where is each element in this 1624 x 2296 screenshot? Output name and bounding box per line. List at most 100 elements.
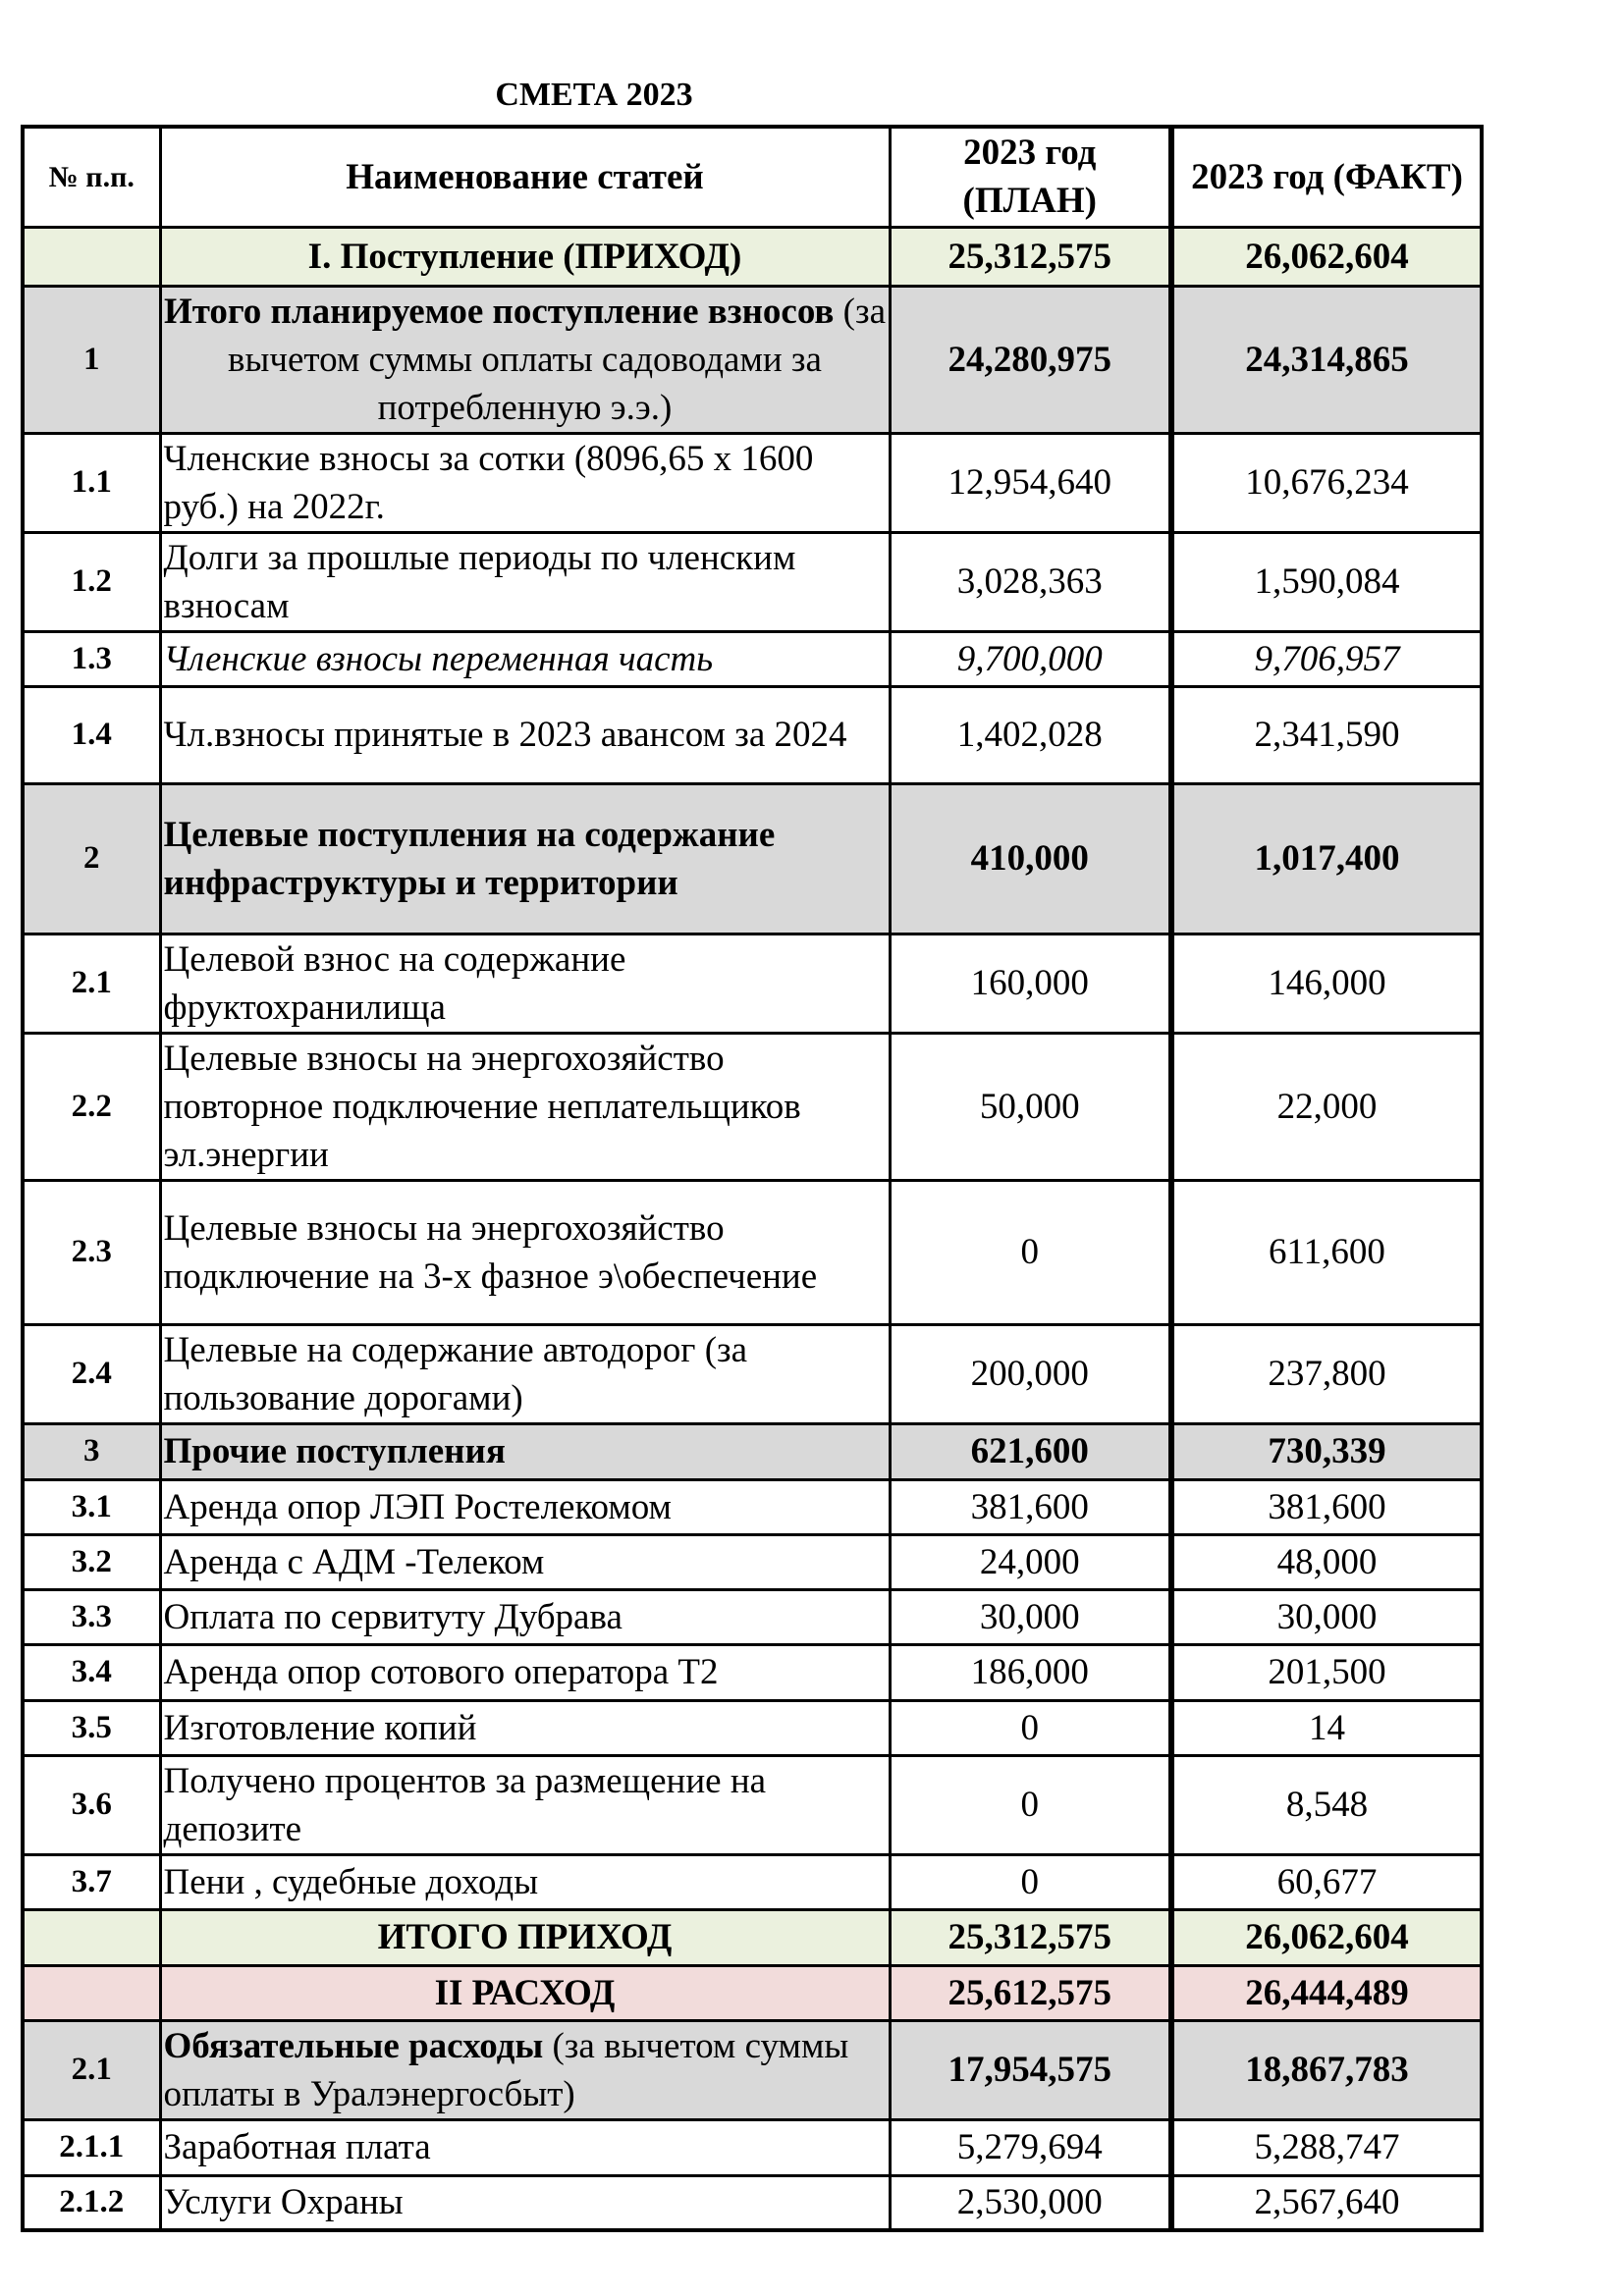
row-number xyxy=(21,1907,162,1967)
plan-value: 0 xyxy=(888,1753,1174,1856)
fact-value: 1,590,084 xyxy=(1169,530,1484,633)
plan-value: 381,600 xyxy=(888,1477,1174,1536)
row-label: Долги за прошлые периоды по членским взн… xyxy=(158,530,892,633)
row-label: Членские взносы за сотки (8096,65 х 1600… xyxy=(158,431,892,534)
row-number: 2 xyxy=(21,781,162,935)
plan-value: 3,028,363 xyxy=(888,530,1174,633)
row-number: 3.2 xyxy=(21,1532,162,1591)
table-row: I. Поступление (ПРИХОД) 25,312,575 26,062,… xyxy=(21,225,1484,288)
row-label: Аренда с АДМ -Телеком xyxy=(158,1532,892,1591)
row-label-text: Услуги Охраны xyxy=(163,2182,404,2223)
row-number: 1.1 xyxy=(21,431,162,534)
table-row: 2.1 Обязательные расходы (за вычетом сумм… xyxy=(21,2018,1484,2121)
fact-value: 60,677 xyxy=(1169,1852,1484,1911)
row-number: 2.3 xyxy=(21,1178,162,1326)
row-number: 2.1.1 xyxy=(21,2117,162,2177)
row-number: 1.3 xyxy=(21,629,162,688)
table-row: 2.3 Целевые взносы на энергохозяйство под… xyxy=(21,1178,1484,1326)
fact-value: 5,288,747 xyxy=(1169,2117,1484,2177)
estimate-table: № п.п. Наименование статей 2023 год (ПЛА… xyxy=(21,125,1484,2232)
row-label-text: Получено процентов за размещение на депо… xyxy=(163,1760,767,1849)
row-label: Услуги Охраны xyxy=(158,2173,892,2232)
document-title: СМЕТА 2023 xyxy=(495,77,693,113)
row-label-text: Чл.взносы принятые в 2023 авансом за 202… xyxy=(163,715,847,755)
row-label-text: Членские взносы переменная часть xyxy=(163,638,714,679)
plan-value: 186,000 xyxy=(888,1642,1174,1702)
table-row: 2.1 Целевой взнос на содержание фруктохра… xyxy=(21,932,1484,1035)
row-number: 2.1.2 xyxy=(21,2173,162,2232)
row-label: Целевые взносы на энергохозяйство повтор… xyxy=(158,1031,892,1182)
row-label: Чл.взносы принятые в 2023 авансом за 202… xyxy=(158,684,892,785)
fact-value: 2,341,590 xyxy=(1169,684,1484,785)
table-row: 1.4 Чл.взносы принятые в 2023 авансом за … xyxy=(21,684,1484,785)
row-label: II РАСХОД xyxy=(158,1963,892,2022)
plan-value: 24,000 xyxy=(888,1532,1174,1591)
fact-value: 730,339 xyxy=(1169,1421,1484,1481)
row-label-text: Аренда с АДМ -Телеком xyxy=(163,1541,545,1582)
row-label: Изготовление копий xyxy=(158,1698,892,1757)
plan-value: 2,530,000 xyxy=(888,2173,1174,2232)
table-row: 3.1 Аренда опор ЛЭП Ростелекомом 381,600 38… xyxy=(21,1477,1484,1536)
table-row: 3.5 Изготовление копий 0 14 xyxy=(21,1698,1484,1757)
plan-value: 0 xyxy=(888,1178,1174,1326)
fact-value: 10,676,234 xyxy=(1169,431,1484,534)
header-num: № п.п. xyxy=(21,125,162,229)
fact-value: 26,062,604 xyxy=(1169,225,1484,288)
row-label-text: Оплата по сервитуту Дубрава xyxy=(163,1596,623,1637)
plan-value: 17,954,575 xyxy=(888,2018,1174,2121)
table-header-row: № п.п. Наименование статей 2023 год (ПЛА… xyxy=(21,125,1484,229)
row-label-bold: I. Поступление (ПРИХОД) xyxy=(307,236,742,277)
row-number: 1.2 xyxy=(21,530,162,633)
plan-value: 25,312,575 xyxy=(888,1907,1174,1967)
table-row: 2 Целевые поступления на содержание инфра… xyxy=(21,781,1484,935)
row-label: Пени , судебные доходы xyxy=(158,1852,892,1911)
row-label-text: Членские взносы за сотки (8096,65 х 1600… xyxy=(163,438,814,527)
fact-value: 8,548 xyxy=(1169,1753,1484,1856)
row-label-text: (за вычетом суммы оплаты садоводами за п… xyxy=(228,291,887,428)
row-label-bold: ИТОГО ПРИХОД xyxy=(377,1917,673,1957)
fact-value: 30,000 xyxy=(1169,1587,1484,1646)
header-fact: 2023 год (ФАКТ) xyxy=(1169,125,1484,229)
row-label-bold: Итого планируемое поступление взносов xyxy=(163,291,835,332)
plan-value: 1,402,028 xyxy=(888,684,1174,785)
table-row: ИТОГО ПРИХОД 25,312,575 26,062,604 xyxy=(21,1907,1484,1967)
table-row: 2.2 Целевые взносы на энергохозяйство пов… xyxy=(21,1031,1484,1182)
row-number: 1.4 xyxy=(21,684,162,785)
plan-value: 50,000 xyxy=(888,1031,1174,1182)
table-row: 2.1.1 Заработная плата 5,279,694 5,288,747 xyxy=(21,2117,1484,2177)
row-label: Прочие поступления xyxy=(158,1421,892,1481)
row-label-text: Долги за прошлые периоды по членским взн… xyxy=(163,537,796,626)
row-number: 3.3 xyxy=(21,1587,162,1646)
row-label-text: Пени , судебные доходы xyxy=(163,1861,539,1902)
table-row: 3.4 Аренда опор сотового оператора Т2 186,… xyxy=(21,1642,1484,1702)
fact-value: 18,867,783 xyxy=(1169,2018,1484,2121)
row-label: Целевые взносы на энергохозяйство подклю… xyxy=(158,1178,892,1326)
fact-value: 48,000 xyxy=(1169,1532,1484,1591)
row-label-text: Целевой взнос на содержание фруктохранил… xyxy=(163,938,626,1028)
row-label-bold: Прочие поступления xyxy=(163,1431,506,1471)
plan-value: 9,700,000 xyxy=(888,629,1174,688)
plan-value: 25,312,575 xyxy=(888,225,1174,288)
row-label-bold: II РАСХОД xyxy=(434,1972,616,2013)
row-number: 3.7 xyxy=(21,1852,162,1911)
row-label: Итого планируемое поступление взносов (з… xyxy=(158,284,892,435)
table-row: 1.1 Членские взносы за сотки (8096,65 х 1… xyxy=(21,431,1484,534)
fact-value: 611,600 xyxy=(1169,1178,1484,1326)
row-label: ИТОГО ПРИХОД xyxy=(158,1907,892,1967)
row-number: 3.4 xyxy=(21,1642,162,1702)
fact-value: 22,000 xyxy=(1169,1031,1484,1182)
row-number: 2.1 xyxy=(21,2018,162,2121)
row-number: 2.4 xyxy=(21,1322,162,1425)
row-number: 1 xyxy=(21,284,162,435)
row-label-text: Аренда опор сотового оператора Т2 xyxy=(163,1652,719,1692)
fact-value: 381,600 xyxy=(1169,1477,1484,1536)
fact-value: 26,062,604 xyxy=(1169,1907,1484,1967)
row-label-bold: Целевые поступления на содержание инфрас… xyxy=(163,814,776,903)
plan-value: 5,279,694 xyxy=(888,2117,1174,2177)
fact-value: 237,800 xyxy=(1169,1322,1484,1425)
plan-value: 160,000 xyxy=(888,932,1174,1035)
table-row: 2.4 Целевые на содержание автодорог (за п… xyxy=(21,1322,1484,1425)
fact-value: 14 xyxy=(1169,1698,1484,1757)
row-label-text: (за вычетом суммы оплаты в Уралэнергосбы… xyxy=(163,2025,849,2114)
plan-value: 25,612,575 xyxy=(888,1963,1174,2022)
